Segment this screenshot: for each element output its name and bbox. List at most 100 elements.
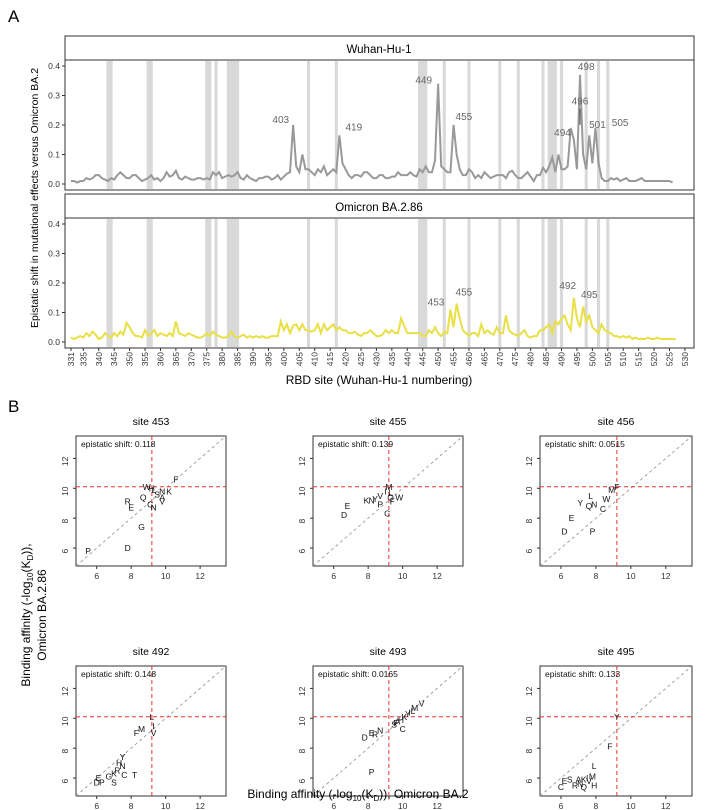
- shaded-site-band: [334, 61, 338, 189]
- x-tick-label: 440: [402, 352, 412, 366]
- mutation-point: E: [369, 728, 375, 738]
- mutation-point: V: [586, 776, 592, 786]
- mutation-point: I: [152, 721, 154, 731]
- panel-b-xlabel: Binding affinity (-log10(KD)), Omicron B…: [247, 787, 469, 803]
- x-tick-label: 390: [248, 352, 258, 366]
- mutation-point: Y: [372, 494, 378, 504]
- facet-panel-wuhan: [64, 59, 695, 191]
- mutation-point: M: [138, 724, 145, 734]
- shaded-site-band: [214, 219, 218, 347]
- facet-strip-ba286: Omicron BA.2.86: [64, 193, 695, 219]
- shaded-sites-ba286: [106, 219, 610, 347]
- scatter-site-456: site 456 6 6 8 8 10 10 12 12 epistatic shift: 0.0…: [524, 416, 693, 581]
- shaded-site-band: [584, 61, 588, 189]
- shaded-site-band: [106, 219, 113, 347]
- panel-b-label: B: [8, 397, 19, 416]
- x-tick-label: 515: [634, 352, 644, 366]
- shaded-site-band: [596, 219, 601, 347]
- facet-panel-ba286: [64, 217, 695, 349]
- y-tick-label: 8: [60, 519, 70, 524]
- peak-label-455: 455: [456, 288, 473, 299]
- x-tick-label: 8: [594, 801, 599, 810]
- mutation-point: C: [147, 500, 153, 510]
- mutation-point: N: [377, 725, 383, 735]
- y-tick-label: 8: [297, 519, 307, 524]
- shaded-site-band: [606, 219, 610, 347]
- mutation-point: D: [94, 778, 100, 788]
- shaded-site-band: [226, 61, 240, 189]
- mutation-point: Y: [120, 752, 126, 762]
- shaded-site-band: [498, 61, 502, 189]
- mutation-point: C: [121, 770, 127, 780]
- facet-strip-wuhan-label: Wuhan-Hu-1: [347, 44, 412, 56]
- scatter-frame: [539, 665, 693, 797]
- shaded-site-band: [467, 219, 471, 347]
- shaded-site-band: [418, 61, 428, 189]
- x-tick-label: 10: [161, 801, 171, 810]
- mutation-point: L: [149, 712, 154, 722]
- mutation-point: K: [364, 495, 370, 505]
- x-tick-label: 485: [541, 352, 551, 366]
- peak-label-492: 492: [559, 281, 576, 292]
- scatter-site-495: site 495 6 6 8 8 10 10 12 12 epistatic shift: 0.1…: [524, 646, 693, 810]
- x-tick-label: 495: [572, 352, 582, 366]
- x-tick-label: 385: [233, 352, 243, 366]
- y-tick-label: 10: [60, 716, 70, 726]
- y-tick-label: 0.4: [48, 61, 60, 71]
- mutation-point: R: [572, 781, 578, 791]
- y-tick-label: 10: [297, 716, 307, 726]
- x-tick-label: 8: [366, 571, 371, 581]
- series-line-ba286: [70, 297, 676, 341]
- mutation-point: E: [562, 776, 568, 786]
- peak-label-501: 501: [589, 120, 606, 131]
- x-tick-label: 475: [510, 352, 520, 366]
- panel-a-label: A: [8, 7, 20, 26]
- shaded-site-band: [226, 219, 240, 347]
- epistatic-shift-label: epistatic shift: 0.139: [318, 439, 393, 449]
- mutation-point: W: [395, 492, 403, 502]
- x-tick-label: 490: [557, 352, 567, 366]
- x-tick-label: 12: [195, 571, 205, 581]
- shaded-site-band: [146, 219, 153, 347]
- shaded-sites-wuhan: [106, 61, 610, 189]
- x-tick-label: 8: [366, 801, 371, 810]
- mutation-point: N: [159, 486, 165, 496]
- scatter-title: site 455: [370, 416, 407, 428]
- scatter-title: site 493: [370, 646, 407, 658]
- x-tick-label: 365: [171, 352, 181, 366]
- x-tick-label: 355: [140, 352, 150, 366]
- y-tick-label: 8: [60, 749, 70, 754]
- mutation-point: P: [369, 767, 375, 777]
- scatter-site-493: site 493 6 6 8 8 10 10 12 12 epistatic shift: 0.0…: [297, 646, 464, 810]
- mutation-point: M: [411, 703, 418, 713]
- scatter-title: site 492: [133, 646, 170, 658]
- y-tick-label: 0.0: [48, 179, 60, 189]
- y-tick-label: 12: [297, 686, 307, 696]
- shaded-site-band: [442, 61, 446, 189]
- mutation-point: S: [567, 775, 573, 785]
- y-tick-label: 10: [524, 486, 534, 496]
- mutation-point: L: [411, 706, 416, 716]
- mutation-point: Q: [387, 492, 394, 502]
- scatter-frame: [312, 435, 464, 567]
- y-tick-label: 6: [524, 778, 534, 783]
- y-tick-label: 10: [297, 486, 307, 496]
- y-tick-label: 12: [524, 456, 534, 466]
- mutation-point: Y: [577, 498, 583, 508]
- y-tick-label: 10: [60, 486, 70, 496]
- peak-labels-ba286: 453 455 492 495: [428, 281, 598, 309]
- shaded-site-band: [541, 219, 545, 347]
- mutation-point: R: [114, 766, 120, 776]
- x-tick-label: 430: [371, 352, 381, 366]
- x-tick-label: 460: [464, 352, 474, 366]
- shaded-site-band: [596, 61, 601, 189]
- panel-b-ylabel: Binding affinity (-log10(KD)), Omicron B…: [19, 543, 49, 686]
- mutation-point: G: [105, 772, 112, 782]
- x-tick-label: 455: [449, 352, 459, 366]
- x-tick-label: 425: [356, 352, 366, 366]
- mutation-point: K: [111, 769, 117, 779]
- x-axis-panel-a: 331 335 340 345 350 355 360 365 370 375 380 385 390 3…: [66, 348, 690, 366]
- mutation-point: R: [125, 497, 131, 507]
- mutation-point: M: [608, 485, 615, 495]
- shaded-site-band: [516, 61, 520, 189]
